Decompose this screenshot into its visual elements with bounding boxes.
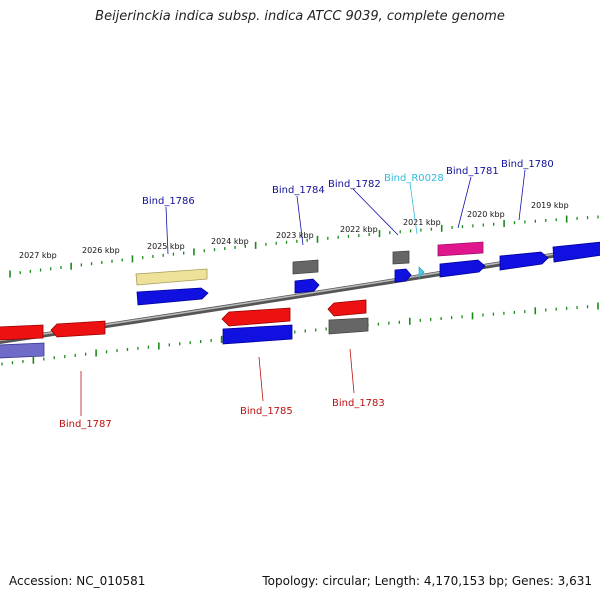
gene-label-bind-1785: Bind_1785 (240, 406, 293, 417)
gene-lavender-partial[interactable] (0, 342, 45, 359)
leader-line (518, 169, 526, 221)
gene-bind-1785-cds[interactable] (221, 307, 291, 327)
gene-bind-1786-cds[interactable] (136, 287, 209, 306)
kbp-label: 2026 kbp (82, 246, 120, 255)
leader-line (296, 195, 304, 246)
gene-bind-1780-cds[interactable] (499, 251, 549, 271)
gene-label-bind-1781: Bind_1781 (446, 166, 499, 177)
gene-bind-1782-cds[interactable] (394, 268, 412, 283)
leader-line (457, 176, 472, 229)
gene-label-bind-1783: Bind_1783 (332, 398, 385, 409)
gene-bind-1783-gray[interactable] (328, 317, 369, 335)
scale-ticks-top (9, 215, 599, 278)
kbp-label: 2020 kbp (467, 210, 505, 219)
leader-line (352, 188, 399, 236)
gene-bind-1784-gray[interactable] (292, 259, 319, 275)
gene-label-bind-r0028: Bind_R0028 (384, 173, 444, 184)
gene-bind-1781-cds[interactable] (439, 259, 486, 278)
leader-line (258, 356, 264, 402)
gene-bind-1783-cds[interactable] (327, 299, 367, 317)
kbp-label: 2022 kbp (340, 225, 378, 234)
map-title: Beijerinckia indica subsp. indica ATCC 9… (95, 9, 505, 24)
leader-line (409, 182, 418, 235)
kbp-label: 2027 kbp (19, 251, 57, 260)
gene-cds-partial[interactable] (552, 241, 600, 263)
gene-bind-1784-cds[interactable] (294, 278, 320, 294)
kbp-label: 2023 kbp (276, 231, 314, 240)
gene-label-bind-1786: Bind_1786 (142, 196, 195, 207)
gene-bind-1787-cds[interactable] (50, 320, 106, 338)
gene-reverse-partial[interactable] (0, 324, 44, 341)
kbp-label: 2021 kbp (403, 218, 441, 227)
kbp-label: 2025 kbp (147, 242, 185, 251)
gene-bind-r0028[interactable] (418, 266, 425, 279)
kbp-label: 2024 kbp (211, 237, 249, 246)
leader-line (349, 348, 355, 394)
kbp-label: 2019 kbp (531, 201, 569, 210)
gene-bind-1786-tan[interactable] (135, 268, 208, 286)
gene-label-bind-1787: Bind_1787 (59, 419, 112, 430)
gene-label-bind-1780: Bind_1780 (501, 159, 554, 170)
gene-label-bind-1784: Bind_1784 (272, 185, 325, 196)
gene-bind-1785-blue[interactable] (222, 324, 293, 345)
gene-bind-1782-gray[interactable] (392, 250, 410, 265)
leader-line (165, 206, 169, 255)
gene-bind-1781-magenta[interactable] (437, 241, 484, 257)
genome-summary: Topology: circular; Length: 4,170,153 bp… (262, 574, 592, 588)
gene-label-bind-1782: Bind_1782 (328, 179, 381, 190)
accession-label: Accession: NC_010581 (9, 574, 146, 588)
